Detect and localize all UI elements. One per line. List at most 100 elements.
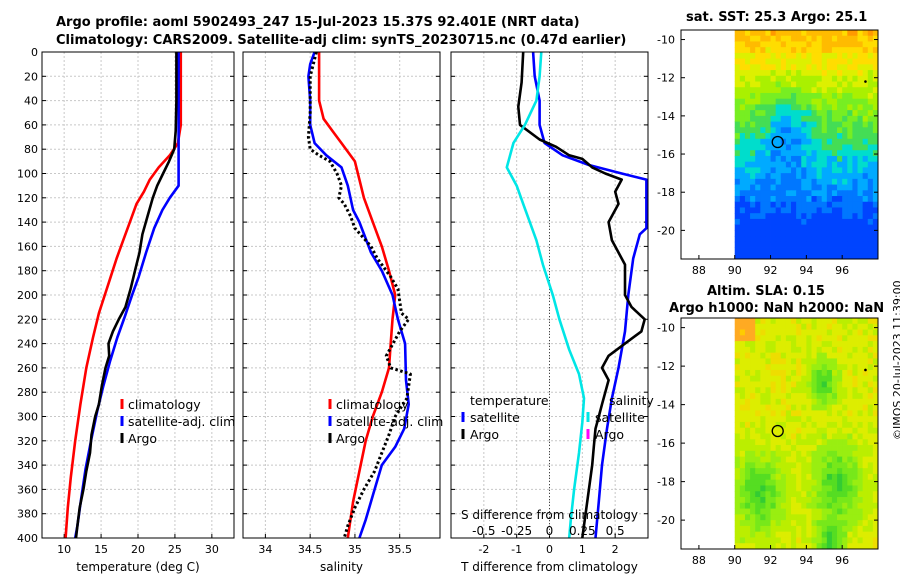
map-cell	[806, 98, 812, 105]
map-cell	[857, 207, 864, 214]
map-cell	[765, 30, 771, 37]
map-cell	[801, 543, 807, 550]
map-cell	[852, 87, 858, 94]
map-cell	[847, 121, 853, 128]
map-cell	[750, 92, 756, 100]
map-cell	[780, 491, 787, 498]
map-cell	[765, 375, 771, 382]
map-cell	[791, 387, 797, 394]
map-cell	[806, 508, 812, 515]
map-cell	[847, 341, 853, 348]
map-cell	[760, 329, 766, 336]
map-cell	[842, 445, 848, 452]
map-cell	[821, 508, 828, 515]
map-cell	[791, 115, 797, 123]
map-cell	[739, 110, 746, 117]
map-cell	[755, 318, 761, 325]
map-cell	[867, 445, 874, 452]
map-cell	[826, 110, 833, 117]
map-cell	[831, 520, 838, 527]
map-cell	[739, 190, 746, 197]
map-cell	[780, 525, 787, 533]
map-cell	[765, 87, 771, 94]
map-cell	[811, 341, 817, 348]
map-cell	[816, 525, 823, 533]
x-tick-label: 2	[612, 543, 619, 556]
map-cell	[837, 404, 843, 411]
map-cell	[755, 525, 761, 533]
map-cell	[785, 184, 792, 191]
map-cell	[801, 520, 807, 527]
map-cell	[826, 318, 833, 325]
map-cell	[872, 196, 879, 203]
map-cell	[760, 456, 766, 463]
lon-tick-label: 96	[835, 264, 849, 277]
map-cell	[872, 150, 879, 157]
map-cell	[796, 144, 802, 151]
map-cell	[852, 58, 858, 65]
map-cell	[821, 81, 828, 88]
map-cell	[837, 514, 843, 521]
map-cell	[765, 358, 771, 365]
map-cell	[801, 439, 807, 446]
map-cell	[770, 230, 777, 237]
map-cell	[862, 473, 869, 481]
map-cell	[770, 70, 777, 77]
map-cell	[831, 543, 838, 550]
map-cell	[857, 138, 864, 145]
map-cell	[775, 110, 782, 117]
map-cell	[837, 369, 843, 377]
map-cell	[775, 207, 782, 214]
map-cell	[862, 525, 869, 533]
map-cell	[785, 52, 792, 60]
map-cell	[750, 456, 756, 463]
map-cell	[847, 393, 853, 400]
map-cell	[785, 92, 792, 100]
map-cell	[760, 81, 766, 88]
map-cell	[734, 104, 741, 111]
map-cell	[857, 92, 864, 100]
sst-map-title: sat. SST: 25.3 Argo: 25.1	[686, 10, 868, 25]
map-cell	[801, 207, 807, 214]
map-cell	[806, 473, 812, 481]
map-cell	[791, 35, 797, 42]
map-cell	[847, 473, 853, 481]
map-cell	[755, 41, 761, 48]
map-cell	[775, 247, 782, 254]
map-cell	[780, 468, 787, 475]
map-cell	[867, 341, 874, 348]
map-cell	[801, 537, 807, 544]
map-cell	[760, 410, 766, 417]
map-cell	[739, 456, 746, 463]
map-cell	[765, 144, 771, 151]
map-cell	[780, 456, 787, 463]
map-cell	[755, 98, 761, 105]
map-cell	[806, 110, 812, 117]
map-cell	[831, 98, 838, 105]
map-cell	[806, 213, 812, 220]
map-cell	[816, 236, 823, 243]
map-cell	[775, 87, 782, 94]
map-cell	[821, 201, 828, 208]
map-cell	[785, 58, 792, 65]
map-cell	[862, 514, 869, 521]
map-cell	[801, 421, 807, 429]
map-cell	[770, 497, 777, 504]
map-cell	[837, 358, 843, 365]
map-cell	[780, 387, 787, 394]
map-cell	[780, 110, 787, 117]
map-cell	[801, 64, 807, 71]
x-axis-label: salinity	[320, 560, 363, 574]
map-cell	[765, 468, 771, 475]
map-cell	[801, 450, 807, 458]
map-cell	[852, 52, 858, 60]
map-cell	[791, 52, 797, 60]
map-cell	[780, 375, 787, 382]
map-cell	[831, 369, 838, 377]
map-cell	[750, 387, 756, 394]
map-cell	[775, 196, 782, 203]
map-cell	[796, 253, 802, 260]
map-cell	[770, 218, 777, 226]
map-cell	[760, 450, 766, 458]
map-cell	[770, 144, 777, 151]
